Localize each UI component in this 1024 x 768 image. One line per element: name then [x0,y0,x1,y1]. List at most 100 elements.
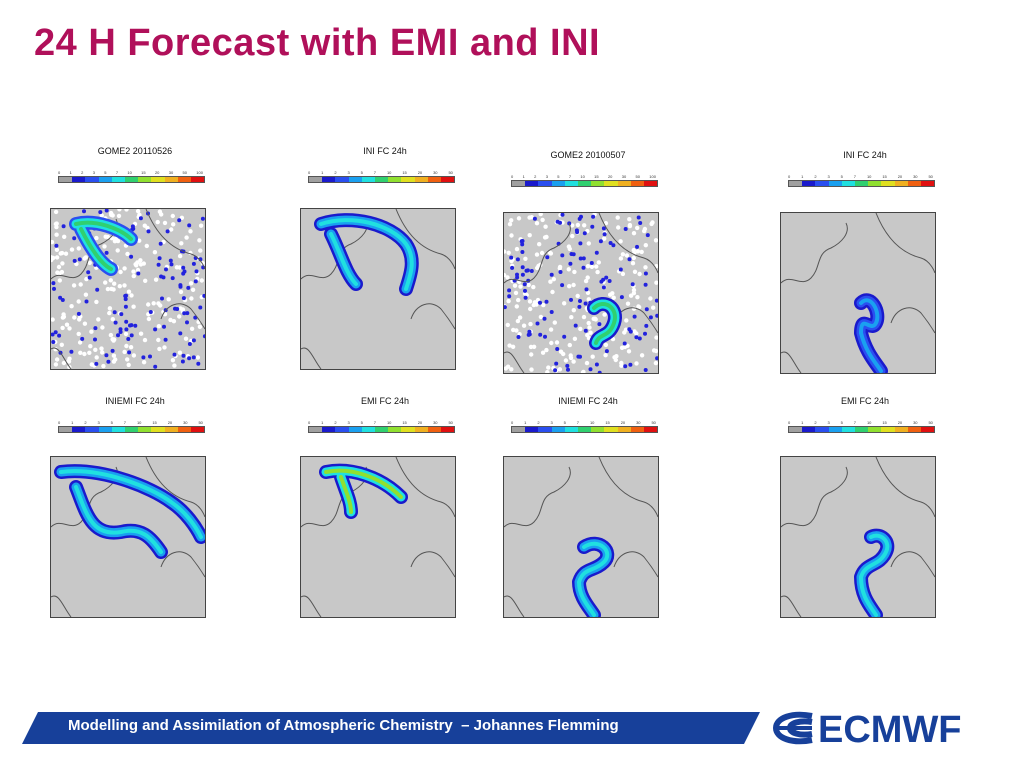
observation-dot [608,241,613,245]
colorbar-tick-label: 15 [141,170,146,175]
observation-dot [191,355,196,360]
colorbar-swatch [789,181,803,186]
observation-dot [509,218,514,223]
observation-dot [57,333,62,338]
observation-dot [630,282,635,287]
observation-dot [57,278,62,283]
colorbar-tick-label: 50 [448,170,453,175]
observation-dot [535,265,540,271]
aerosol-plume [59,469,203,554]
observation-dot [560,253,565,258]
observation-dot [602,312,607,317]
observation-dot [528,344,534,350]
observation-dot [115,238,121,244]
observation-dot [588,367,593,372]
colorbar-swatch [98,177,112,182]
observation-dot [61,360,67,366]
observation-dot [526,282,531,288]
observation-dot [643,271,648,276]
observation-dot [88,344,93,349]
observation-dot [645,233,650,238]
observation-dot [72,315,77,320]
observation-dot [157,256,162,261]
observation-dot [128,345,134,350]
colorbar-ticks: 0 1 2 3 5 7 10 15 20 30 50 [308,170,453,175]
observation-dot [584,287,589,292]
observation-dot [653,238,658,243]
map-view [300,456,456,618]
observation-dot [148,310,153,314]
colorbar-swatch [907,427,921,432]
observation-dot [162,220,168,226]
observation-dot [72,258,77,263]
observation-dot [589,261,594,265]
observation-dot [511,327,516,333]
observation-dot [638,221,643,225]
observation-dot [95,287,100,292]
colorbar-swatch [177,427,191,432]
observation-dot [187,356,192,361]
colorbar-swatch [374,177,389,182]
panel-title: EMI FC 24h [840,396,889,406]
observation-dot [136,271,141,276]
observation-dot [580,370,586,373]
observation-dot [523,288,527,293]
colorbar-tick-label: 1 [321,170,324,175]
observation-dot [643,282,648,287]
observation-dot [510,344,516,349]
observation-dot [202,334,205,339]
observation-dot [64,322,70,327]
coastline [875,213,935,274]
observation-dot [627,217,632,222]
colorbar-tick-label: 5 [360,420,363,425]
observation-dot [615,215,620,220]
observation-dot [577,216,582,221]
observation-dot [587,325,592,330]
colorbar-tick-label: 10 [866,420,872,425]
observation-dot [76,331,81,337]
observation-dot [618,267,623,272]
colorbar-tick-label: 7 [853,420,857,425]
observation-dot [172,363,177,368]
colorbar-tick-label: 3 [827,174,830,179]
observation-dot [111,353,117,358]
observation-dot [105,234,111,240]
observation-dot [187,223,192,228]
observation-dot [84,299,89,304]
observation-dot [504,249,507,254]
colorbar-swatch [322,177,336,182]
observation-dot [51,317,55,322]
colorbar-swatch [894,181,908,186]
coastline [890,307,935,334]
colorbar-tick-label: 5 [360,170,363,175]
observation-dot [129,293,134,298]
observation-dot [178,331,183,336]
observation-dot [138,258,143,263]
observation-dot [177,253,183,259]
colorbar-tick-label: 5 [840,420,843,425]
footer-text: Modelling and Assimilation of Atmospheri… [68,717,619,734]
colorbar-swatch [538,427,552,432]
observation-dot [54,357,60,362]
observation-dot [639,249,644,255]
colorbar-tick-label: 50 [182,170,187,175]
observation-dot [126,337,131,341]
observation-dot [523,256,528,261]
observation-dot [66,359,72,364]
observation-dot [161,275,166,280]
colorbar-swatch [564,181,578,186]
colorbar-tick-label: 20 [417,420,423,425]
observation-dot [622,344,628,350]
observation-dot [545,370,550,373]
panel-title: GOME2 20100507 [550,150,626,160]
colorbar-tick-label: 0 [511,174,514,179]
colorbar-swatch [85,427,99,432]
colorbar-tick-label: 15 [152,420,157,425]
observation-dot [635,225,640,231]
colorbar-tick-label: 20 [154,170,160,175]
observation-dot [504,305,507,310]
observation-dot [571,282,576,288]
observation-dot [619,295,624,300]
observation-dot [551,277,556,282]
observation-dot [534,252,540,257]
